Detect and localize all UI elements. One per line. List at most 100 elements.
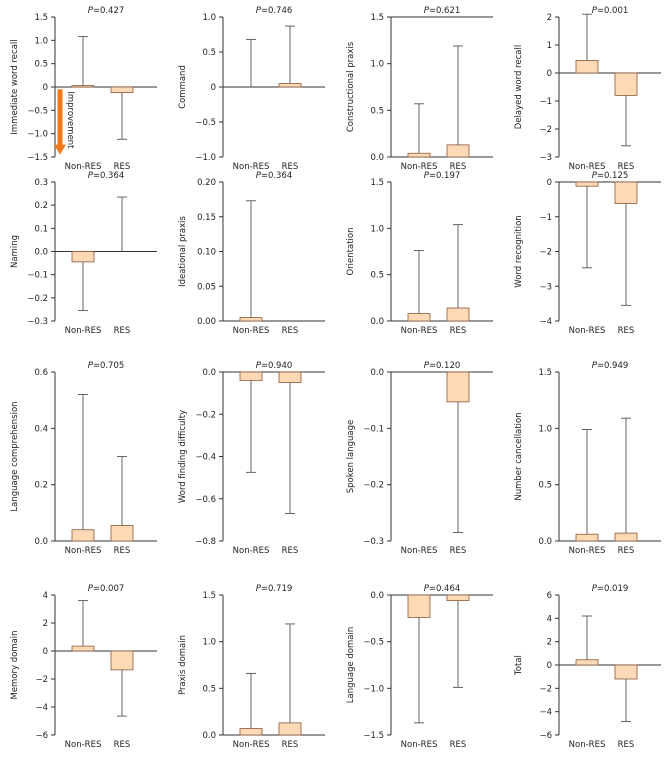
title-p-value: =0.007 [93, 584, 124, 594]
bar-non-res [71, 251, 95, 263]
y-tick-label: 1.0 [202, 638, 216, 648]
bar-non-res [239, 728, 263, 736]
x-category-label: RES [282, 162, 299, 172]
y-tick-label: 0.5 [370, 106, 384, 116]
y-tick-label: 0.0 [202, 731, 216, 741]
chart-panel-16: P=0.019 Total −6 −4 −2 0 2 4 6 Non-RES RES [514, 584, 661, 750]
y-axis-label: Language domain [346, 627, 356, 703]
y-tick-label: 0 [43, 83, 48, 93]
y-tick-label: 0.0 [202, 368, 216, 378]
y-tick-label: −1.5 [27, 153, 48, 163]
improvement-arrow-head [54, 144, 66, 155]
x-category-label: Non-RES [401, 162, 438, 172]
x-category-label: RES [618, 740, 635, 750]
title-p-value: =0.940 [261, 361, 292, 371]
bar-res [614, 181, 638, 204]
y-tick-label: −0.5 [363, 638, 384, 648]
y-tick-label: −1.5 [363, 731, 384, 741]
y-tick-label: 0 [547, 661, 552, 671]
y-tick-label: 1.5 [202, 591, 216, 601]
panel-title: P=0.007 [88, 584, 125, 594]
y-tick-label: 0.05 [197, 282, 216, 292]
y-tick-label: 0.0 [34, 537, 48, 547]
y-tick-label: −0.2 [363, 481, 384, 491]
x-category-label: RES [450, 326, 467, 336]
y-tick-label: −3 [539, 153, 552, 163]
y-tick-label: −1 [539, 213, 552, 223]
x-category-label: RES [618, 326, 635, 336]
y-axis-label: Command [178, 65, 188, 109]
y-tick-label: 0.2 [34, 481, 48, 491]
y-tick-label: 4 [43, 591, 48, 601]
y-tick-label: −0.1 [363, 424, 384, 434]
chart-panel-8: P=0.125 Word recognition −4 −3 −2 −1 0 Non-RES R… [514, 171, 661, 336]
chart-panel-5: P=0.364 Naming −0.3 −0.2 −0.1 0.0 0.1 0.2 0.3 Non… [10, 171, 157, 336]
bar-non-res [575, 659, 599, 666]
bar-non-res [239, 371, 263, 381]
panel-title: P=0.705 [88, 361, 125, 371]
y-tick-label: −4 [35, 703, 48, 713]
chart-panel-1: P=0.427 Immediate word recall −1.5 −1.0 −0.5… [10, 6, 157, 172]
chart-panel-3: P=0.621 Constructional praxis 0.0 0.5 1.0 1.5… [346, 6, 493, 172]
y-tick-label: −1.0 [195, 153, 216, 163]
panel-title: P=0.940 [256, 361, 293, 371]
y-tick-label: 2 [547, 638, 552, 648]
y-tick-label: 2 [43, 619, 48, 629]
bar-res [278, 371, 302, 383]
bar-non-res [575, 181, 599, 187]
y-tick-label: 1.0 [34, 36, 48, 46]
y-tick-label: 0.00 [197, 317, 216, 327]
bar-res [110, 86, 134, 93]
y-tick-label: −0.6 [195, 495, 216, 505]
chart-panel-12: P=0.949 Number cancellation 0.0 0.5 1.0 1.5 No… [514, 361, 661, 556]
y-axis-label: Memory domain [10, 630, 20, 699]
x-category-label: Non-RES [65, 740, 102, 750]
y-tick-label: 0 [211, 83, 216, 93]
y-tick-label: −2 [539, 125, 552, 135]
y-tick-label: 0.5 [34, 60, 48, 70]
x-category-label: RES [282, 546, 299, 556]
panel-title: P=0.120 [424, 361, 461, 371]
y-tick-label: 1.5 [538, 368, 552, 378]
x-category-label: Non-RES [569, 162, 606, 172]
y-tick-label: 4 [547, 614, 552, 624]
y-tick-label: −2 [35, 675, 48, 685]
y-tick-label: −1.0 [363, 684, 384, 694]
y-axis-label: Total [514, 655, 524, 676]
y-tick-label: −4 [539, 317, 552, 327]
bar-res [614, 664, 638, 680]
bar-res [614, 72, 638, 96]
chart-panel-4: P=0.001 Delayed word recall −3 −2 −1 0 1 2 Non-R… [514, 6, 661, 172]
title-p-value: =0.125 [597, 171, 628, 181]
x-category-label: Non-RES [65, 546, 102, 556]
x-category-label: Non-RES [233, 740, 270, 750]
x-category-label: RES [450, 546, 467, 556]
title-p-symbol: P [88, 361, 94, 371]
y-tick-label: 0.5 [202, 684, 216, 694]
x-category-label: Non-RES [401, 546, 438, 556]
title-p-value: =0.364 [93, 171, 124, 181]
title-p-symbol: P [424, 361, 430, 371]
y-tick-label: −1 [539, 97, 552, 107]
x-category-label: Non-RES [233, 326, 270, 336]
bar-res [110, 650, 134, 671]
y-tick-label: −4 [539, 708, 552, 718]
y-tick-label: −0.5 [195, 118, 216, 128]
y-tick-label: 0.3 [34, 178, 48, 188]
panel-title: P=0.125 [592, 171, 629, 181]
y-tick-label: 0.5 [370, 271, 384, 281]
y-tick-label: 0.5 [538, 481, 552, 491]
title-p-value: =0.746 [261, 6, 292, 16]
bar-non-res [407, 594, 431, 618]
y-tick-label: 0.0 [538, 537, 552, 547]
bar-res [110, 525, 134, 542]
title-p-value: =0.197 [429, 171, 460, 181]
y-tick-label: 0.0 [370, 368, 384, 378]
x-category-label: Non-RES [401, 326, 438, 336]
bar-non-res [407, 313, 431, 322]
y-tick-label: −6 [539, 731, 552, 741]
title-p-symbol: P [256, 6, 262, 16]
y-tick-label: 1.5 [370, 13, 384, 23]
title-p-symbol: P [256, 171, 262, 181]
